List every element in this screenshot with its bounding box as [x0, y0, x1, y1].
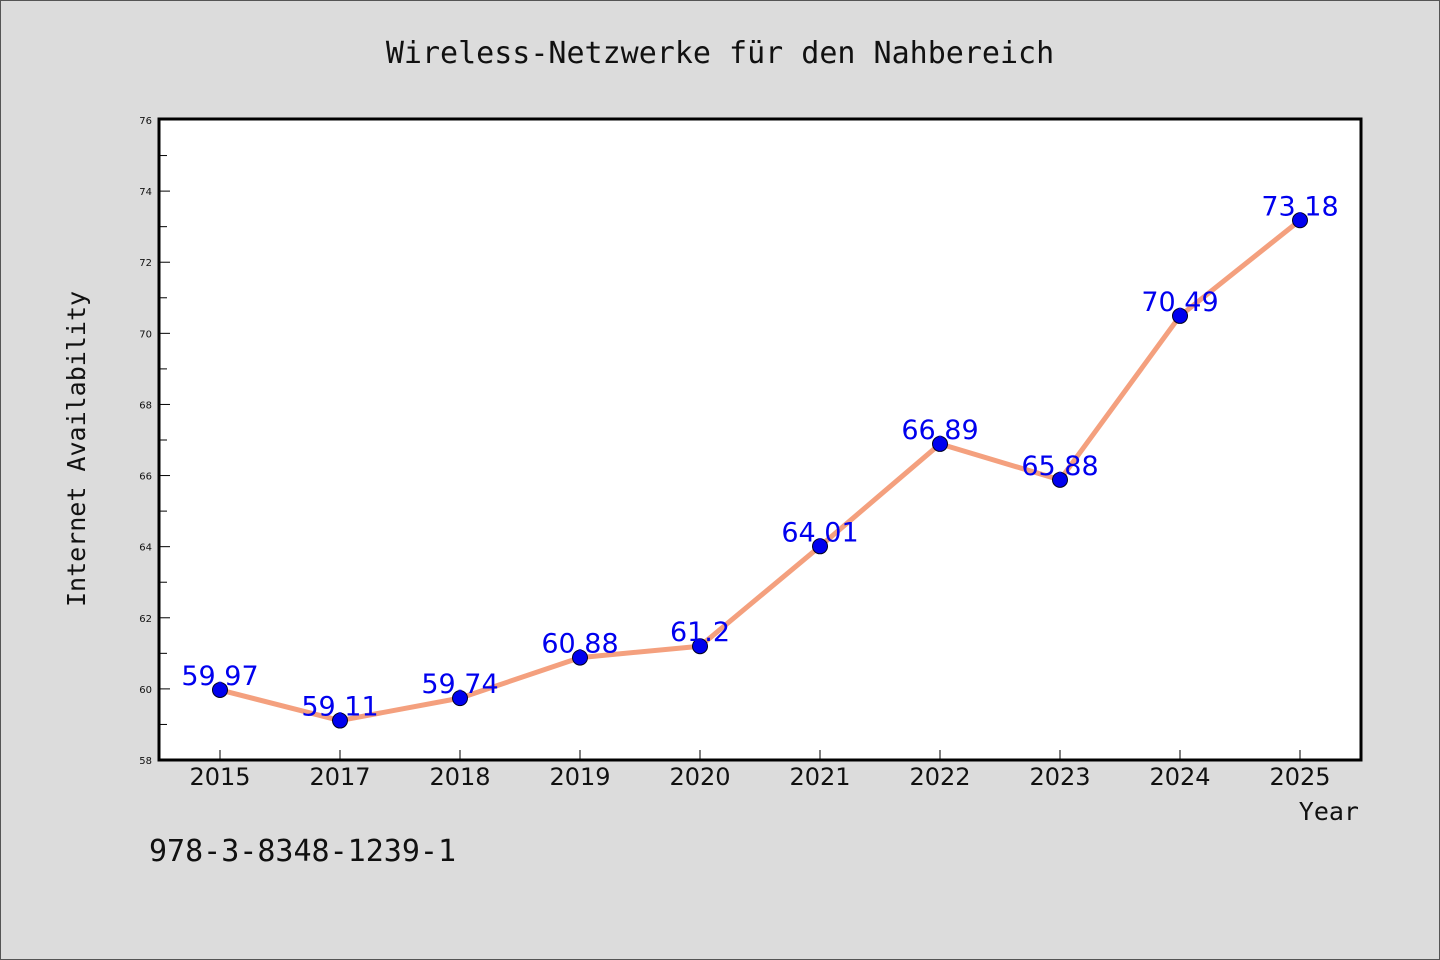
y-tick-label: 70: [139, 329, 152, 340]
chart-title: Wireless-Netzwerke für den Nahbereich: [386, 36, 1054, 71]
x-axis-label: Year: [1299, 797, 1359, 826]
y-tick-label: 64: [139, 543, 152, 554]
x-tick-label: 2017: [309, 763, 370, 791]
y-axis-ticks: 58 60 62 64 66 68 70 72 74 76: [139, 116, 170, 767]
y-axis-label: Internet Availability: [62, 291, 91, 607]
y-tick-label: 58: [139, 756, 152, 767]
plot-area: [157, 117, 1363, 762]
x-tick-label: 2023: [1029, 763, 1090, 791]
data-point: [212, 681, 228, 698]
data-label: 61.2: [670, 617, 730, 648]
x-tick-label: 2024: [1149, 763, 1210, 791]
data-label: 65.88: [1021, 451, 1098, 482]
data-label: 60.88: [541, 629, 618, 660]
x-tick-label: 2019: [549, 763, 610, 791]
x-axis-ticks: 2015 2017 2018 2019 2020 2021 2022 2023 2024 2025: [189, 750, 1331, 791]
y-tick-label: 74: [139, 187, 152, 198]
x-tick-label: 2025: [1269, 763, 1330, 791]
x-tick-label: 2015: [189, 763, 250, 791]
x-tick-label: 2020: [669, 763, 730, 791]
y-tick-label: 60: [139, 685, 152, 696]
data-point: [932, 435, 948, 452]
data-label: 59.11: [301, 692, 378, 723]
data-point: [572, 649, 588, 666]
data-label: 59.97: [181, 661, 258, 692]
series-line: [219, 218, 1302, 724]
data-label: 70.49: [1141, 287, 1218, 318]
data-point: [332, 712, 348, 729]
x-tick-label: 2022: [909, 763, 970, 791]
series-layer: 59.97 59.11 59.74 60.88 61.2 64.01 66.89 65.88 7…: [181, 191, 1339, 729]
x-tick-label: 2018: [429, 763, 490, 791]
isbn-text: 978-3-8348-1239-1: [149, 834, 457, 869]
data-point: [1052, 471, 1068, 488]
data-label: 73.18: [1261, 191, 1338, 222]
data-point: [1292, 212, 1308, 229]
data-point: [812, 538, 828, 555]
data-label: 59.74: [421, 669, 498, 700]
y-tick-label: 76: [139, 116, 152, 127]
y-tick-label: 66: [139, 472, 152, 483]
data-label: 64.01: [781, 517, 858, 548]
y-tick-label: 72: [139, 258, 152, 269]
data-point: [1172, 307, 1188, 324]
data-point: [692, 638, 708, 655]
data-point: [452, 690, 468, 707]
y-tick-label: 62: [139, 614, 152, 625]
data-label: 66.89: [901, 415, 978, 446]
y-tick-label: 68: [139, 400, 152, 411]
x-tick-label: 2021: [789, 763, 850, 791]
